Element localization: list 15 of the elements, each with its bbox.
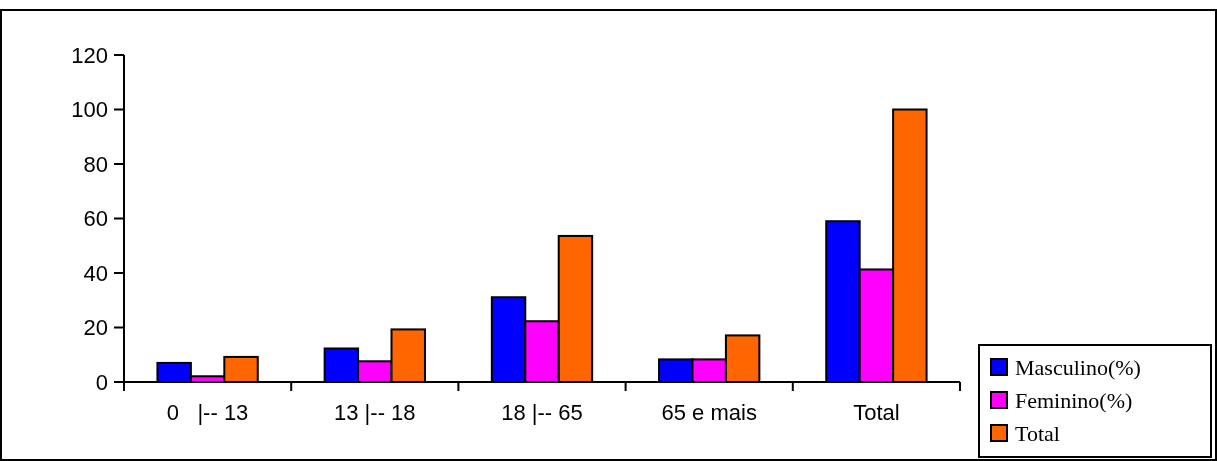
y-tick-label: 100 [71,97,108,123]
y-tick-label: 60 [83,206,108,232]
legend-label: Total [1015,420,1060,446]
y-tick-label: 0 [95,369,108,395]
x-tick-label: 65 e mais [661,400,757,425]
y-tick-label: 20 [83,315,108,341]
x-tick-label: 13 |-- 18 [334,400,416,425]
x-tick-label: 18 |-- 65 [501,400,583,425]
legend-label: Feminino(%) [1015,387,1133,413]
x-tick-label: 0 |-- 13 [166,400,249,425]
y-tick-label: 80 [83,151,108,177]
y-tick-label: 120 [71,42,108,68]
y-tick-label: 40 [83,260,108,286]
legend-label: Masculino(%) [1015,354,1141,380]
x-tick-label: Total [853,400,900,425]
